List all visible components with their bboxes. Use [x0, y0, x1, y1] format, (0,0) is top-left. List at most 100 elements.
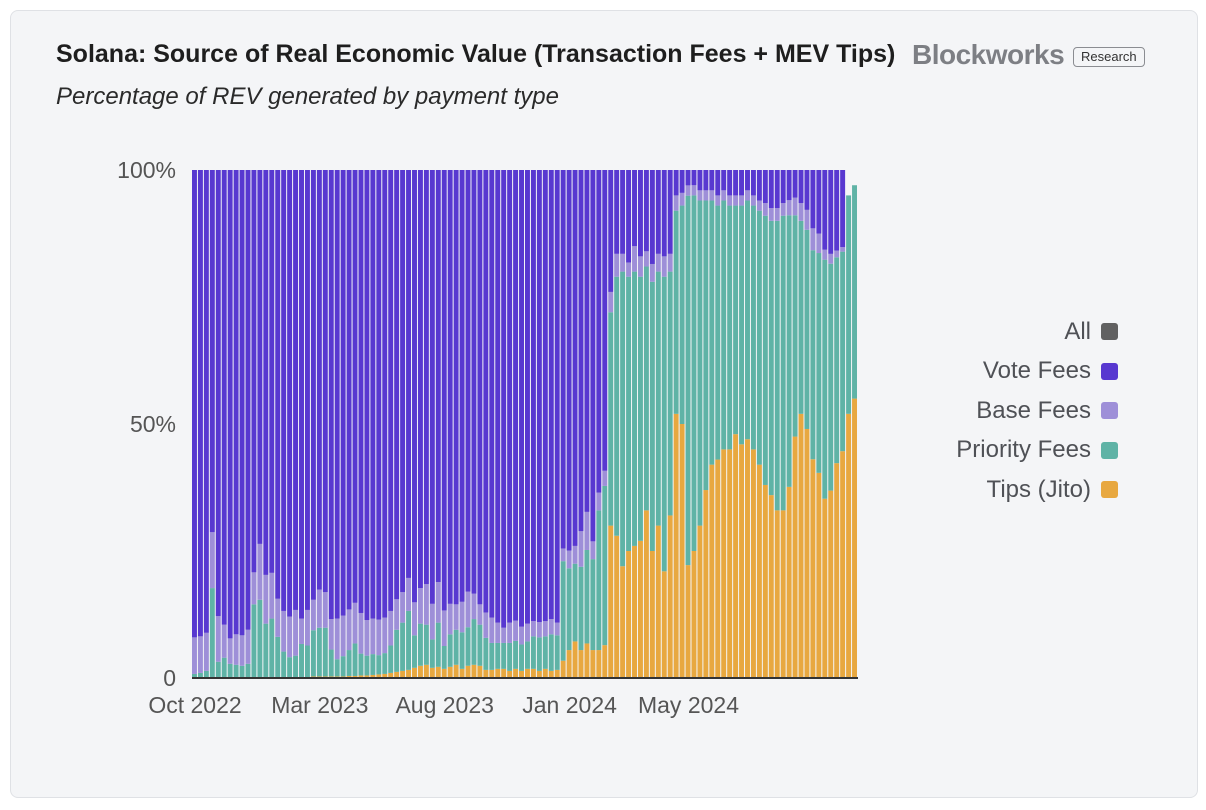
- bar-base-fees-68: [596, 492, 602, 511]
- bar-base-fees-72: [620, 253, 626, 272]
- bar-base-fees-34: [394, 599, 400, 630]
- bar-vote-fees-109: [840, 170, 846, 248]
- bar-tips-jito-90: [727, 449, 733, 678]
- bar-tips-jito-40: [429, 667, 435, 678]
- legend-item-base-fees[interactable]: Base Fees: [956, 391, 1118, 431]
- bar-vote-fees-31: [376, 170, 382, 620]
- legend-label: Tips (Jito): [986, 475, 1091, 503]
- bar-vote-fees-99: [780, 170, 786, 204]
- bar-base-fees-97: [768, 208, 774, 221]
- bar-vote-fees-44: [453, 170, 459, 605]
- bar-base-fees-90: [727, 195, 733, 206]
- bar-vote-fees-68: [596, 170, 602, 493]
- bar-vote-fees-60: [548, 170, 554, 620]
- bar-base-fees-20: [310, 599, 316, 631]
- bar-base-fees-101: [792, 197, 798, 216]
- bar-base-fees-59: [542, 621, 548, 637]
- bar-priority-fees-23: [328, 649, 334, 677]
- legend-item-tips-jito[interactable]: Tips (Jito): [956, 470, 1118, 510]
- bar-vote-fees-7: [233, 170, 239, 635]
- bar-tips-jito-54: [513, 668, 519, 678]
- bar-vote-fees-70: [608, 170, 614, 292]
- bar-base-fees-44: [453, 604, 459, 630]
- bar-base-fees-40: [429, 603, 435, 640]
- bar-vote-fees-46: [465, 170, 471, 592]
- bar-priority-fees-90: [727, 205, 733, 450]
- bar-priority-fees-84: [691, 195, 697, 551]
- bar-tips-jito-57: [530, 668, 536, 678]
- bar-vote-fees-5: [221, 170, 227, 625]
- x-tick-label: Oct 2022: [148, 692, 241, 718]
- bar-priority-fees-76: [643, 266, 649, 511]
- bar-tips-jito-78: [655, 525, 661, 678]
- bar-priority-fees-93: [745, 200, 750, 440]
- bar-vote-fees-58: [536, 170, 542, 623]
- bar-vote-fees-91: [733, 170, 739, 196]
- bar-vote-fees-93: [745, 170, 750, 191]
- bar-vote-fees-40: [429, 170, 435, 604]
- bar-tips-jito-106: [822, 498, 828, 678]
- legend-item-priority-fees[interactable]: Priority Fees: [956, 431, 1118, 471]
- bar-vote-fees-10: [251, 170, 257, 573]
- bar-vote-fees-54: [513, 170, 519, 621]
- bar-priority-fees-72: [620, 271, 626, 567]
- legend-label: Priority Fees: [956, 436, 1091, 464]
- bar-priority-fees-61: [554, 635, 560, 670]
- bar-priority-fees-68: [596, 510, 602, 651]
- bar-vote-fees-89: [721, 170, 727, 191]
- bar-vote-fees-42: [441, 170, 447, 611]
- bar-vote-fees-32: [382, 170, 388, 618]
- bar-priority-fees-101: [792, 215, 798, 437]
- bar-vote-fees-36: [406, 170, 412, 578]
- bar-priority-fees-83: [685, 195, 691, 566]
- bar-base-fees-105: [816, 233, 822, 254]
- bar-priority-fees-58: [536, 637, 542, 671]
- bar-tips-jito-92: [739, 444, 745, 678]
- bar-tips-jito-94: [750, 449, 756, 678]
- bar-priority-fees-28: [358, 653, 364, 676]
- legend-item-all[interactable]: All: [956, 312, 1118, 352]
- bar-base-fees-28: [358, 612, 364, 654]
- bar-priority-fees-45: [459, 632, 465, 669]
- bar-base-fees-36: [406, 577, 412, 611]
- bar-base-fees-53: [507, 622, 513, 643]
- bar-vote-fees-103: [804, 170, 810, 210]
- bar-priority-fees-54: [513, 640, 519, 669]
- bar-vote-fees-1: [197, 170, 203, 637]
- bar-priority-fees-2: [203, 670, 209, 677]
- legend-item-vote-fees[interactable]: Vote Fees: [956, 352, 1118, 392]
- bar-base-fees-95: [756, 200, 762, 211]
- bar-vote-fees-67: [590, 170, 596, 542]
- bar-priority-fees-38: [417, 623, 423, 666]
- bar-tips-jito-74: [632, 545, 637, 678]
- bar-priority-fees-103: [804, 229, 810, 429]
- bar-vote-fees-77: [649, 170, 655, 264]
- bar-tips-jito-93: [745, 439, 750, 678]
- bar-tips-jito-35: [400, 670, 406, 678]
- bar-base-fees-87: [709, 190, 715, 201]
- bar-priority-fees-36: [406, 610, 412, 670]
- bar-vote-fees-9: [245, 170, 251, 630]
- bar-tips-jito-56: [525, 668, 530, 678]
- x-tick-label: Aug 2023: [395, 692, 493, 718]
- bar-priority-fees-34: [394, 629, 400, 672]
- bar-priority-fees-0: [192, 673, 197, 677]
- bar-tips-jito-38: [417, 665, 423, 678]
- bar-priority-fees-97: [768, 220, 774, 496]
- bar-vote-fees-35: [400, 170, 406, 593]
- bar-priority-fees-52: [501, 642, 507, 669]
- bar-base-fees-103: [804, 209, 810, 230]
- bar-tips-jito-99: [780, 510, 786, 678]
- bar-priority-fees-21: [316, 627, 322, 677]
- bar-vote-fees-16: [287, 170, 293, 617]
- bar-base-fees-16: [287, 616, 293, 658]
- bar-priority-fees-20: [310, 630, 316, 677]
- bar-tips-jito-88: [715, 459, 721, 678]
- bar-base-fees-7: [233, 634, 239, 665]
- bar-vote-fees-0: [192, 170, 197, 638]
- bar-priority-fees-49: [483, 637, 489, 670]
- bar-priority-fees-85: [697, 200, 703, 526]
- bar-base-fees-45: [459, 601, 465, 633]
- x-tick-label: Jan 2024: [522, 692, 617, 718]
